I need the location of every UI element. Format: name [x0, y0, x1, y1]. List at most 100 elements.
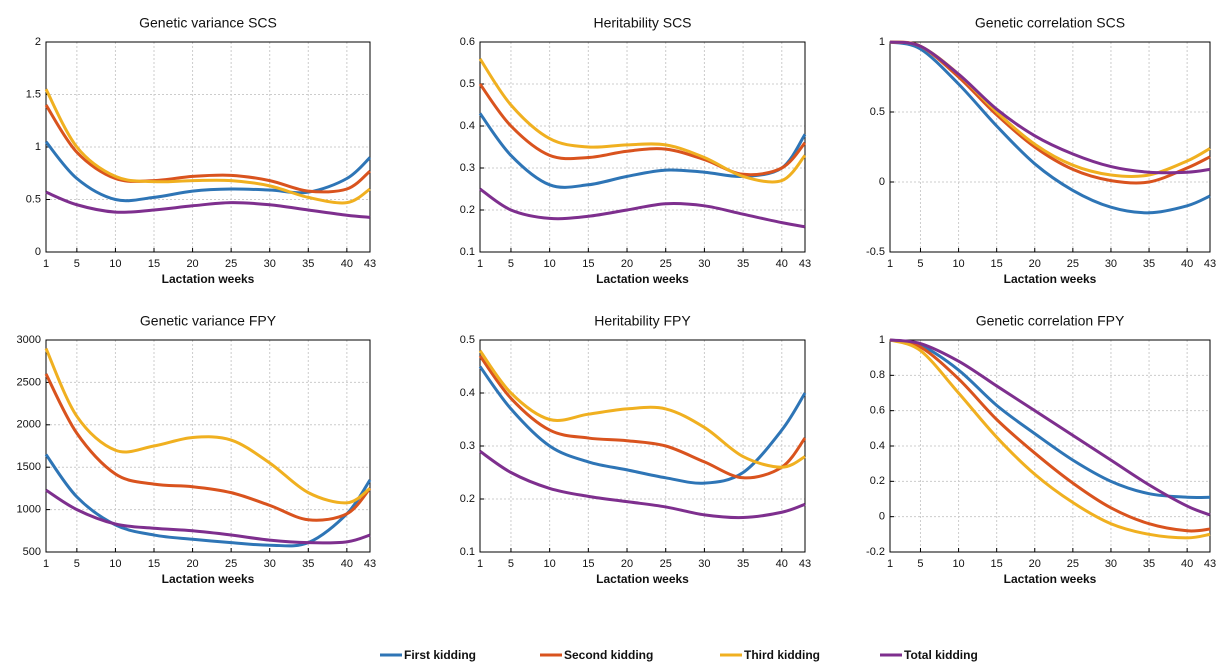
y-tick-label: 0.5: [460, 334, 475, 346]
x-axis-label: Lactation weeks: [596, 572, 689, 586]
x-tick-label: 43: [1204, 258, 1216, 270]
chart-title: Heritability SCS: [593, 15, 691, 31]
plot-frame: [479, 41, 806, 253]
x-tick-label: 40: [776, 258, 788, 270]
x-tick-label: 25: [225, 258, 237, 270]
x-tick-label: 43: [364, 258, 376, 270]
x-tick-label: 25: [660, 558, 672, 570]
x-tick-label: 1: [43, 258, 49, 270]
x-tick-label: 15: [148, 558, 160, 570]
x-tick-label: 15: [582, 558, 594, 570]
legend-label: Total kidding: [904, 648, 978, 662]
series-line: [889, 338, 1211, 540]
plot-frame: [479, 339, 806, 553]
series-line: [478, 57, 807, 184]
series-line: [889, 40, 1211, 175]
series-line: [478, 355, 807, 480]
y-tick-label: 1500: [17, 461, 41, 473]
y-tick-label: 0.2: [460, 204, 475, 216]
x-tick-label: 35: [302, 258, 314, 270]
y-tick-label: 0: [879, 511, 885, 523]
x-tick-label: 25: [1067, 258, 1079, 270]
x-tick-label: 35: [737, 258, 749, 270]
x-tick-label: 20: [621, 558, 633, 570]
y-tick-label: 1: [879, 334, 885, 346]
y-tick-label: 0: [879, 176, 885, 188]
x-tick-label: 10: [952, 558, 964, 570]
y-tick-label: 0.5: [870, 106, 885, 118]
x-tick-label: 10: [109, 258, 121, 270]
x-tick-label: 20: [1029, 258, 1041, 270]
series-line: [478, 349, 806, 469]
x-tick-label: 40: [1181, 258, 1193, 270]
y-tick-label: 2000: [17, 419, 41, 431]
x-axis-label: Lactation weeks: [162, 572, 255, 586]
x-tick-label: 1: [43, 558, 49, 570]
plot-frame: [889, 339, 1211, 553]
y-tick-label: 0.4: [870, 440, 885, 452]
x-tick-label: 10: [952, 258, 964, 270]
y-tick-label: 0.6: [870, 405, 885, 417]
x-tick-label: 20: [186, 258, 198, 270]
series-line: [478, 83, 807, 177]
plot-frame: [45, 339, 371, 553]
x-tick-label: 10: [544, 558, 556, 570]
x-axis-label: Lactation weeks: [162, 272, 255, 286]
x-tick-label: 25: [660, 258, 672, 270]
x-tick-label: 5: [917, 558, 923, 570]
chart-title: Genetic correlation FPY: [976, 313, 1125, 329]
x-tick-label: 35: [1143, 558, 1155, 570]
series-line: [44, 140, 372, 203]
x-tick-label: 40: [1181, 558, 1193, 570]
x-tick-label: 1: [477, 558, 483, 570]
plot-frame: [889, 41, 1211, 253]
x-tick-label: 15: [148, 258, 160, 270]
x-tick-label: 30: [1105, 558, 1117, 570]
x-tick-label: 25: [1067, 558, 1079, 570]
y-tick-label: -0.5: [866, 246, 885, 258]
x-tick-label: 20: [186, 558, 198, 570]
x-tick-label: 30: [264, 558, 276, 570]
plot-frame: [45, 41, 371, 253]
y-tick-label: 0.6: [460, 36, 475, 48]
legend-label: Second kidding: [564, 648, 653, 662]
series-line: [889, 338, 1211, 533]
series-line: [44, 373, 372, 522]
y-tick-label: 1: [879, 36, 885, 48]
x-tick-label: 20: [621, 258, 633, 270]
y-tick-label: 0: [35, 246, 41, 258]
y-tick-label: 2: [35, 36, 41, 48]
series-line: [479, 450, 806, 520]
x-tick-label: 30: [698, 258, 710, 270]
x-tick-label: 40: [776, 558, 788, 570]
x-axis-label: Lactation weeks: [596, 272, 689, 286]
x-tick-label: 25: [225, 558, 237, 570]
y-tick-label: 1: [35, 141, 41, 153]
x-tick-label: 1: [887, 258, 893, 270]
y-tick-label: 0.1: [460, 246, 475, 258]
y-tick-label: 0.3: [460, 440, 475, 452]
x-tick-label: 35: [737, 558, 749, 570]
x-tick-label: 5: [508, 258, 514, 270]
x-tick-label: 1: [477, 258, 483, 270]
x-axis-label: Lactation weeks: [1004, 572, 1097, 586]
series-line: [45, 190, 371, 219]
x-tick-label: 15: [991, 558, 1003, 570]
y-tick-label: -0.2: [866, 546, 885, 558]
x-tick-label: 5: [917, 258, 923, 270]
series-line: [479, 187, 806, 229]
series-line: [478, 365, 807, 485]
series-line: [889, 40, 1211, 215]
x-tick-label: 5: [74, 558, 80, 570]
x-tick-label: 40: [341, 558, 353, 570]
x-tick-label: 30: [264, 258, 276, 270]
series-line: [44, 347, 371, 505]
x-tick-label: 20: [1029, 558, 1041, 570]
y-tick-label: 500: [23, 546, 41, 558]
x-tick-label: 30: [698, 558, 710, 570]
chart-title: Genetic variance SCS: [139, 15, 277, 31]
chart-title: Genetic variance FPY: [140, 313, 277, 329]
x-tick-label: 5: [74, 258, 80, 270]
